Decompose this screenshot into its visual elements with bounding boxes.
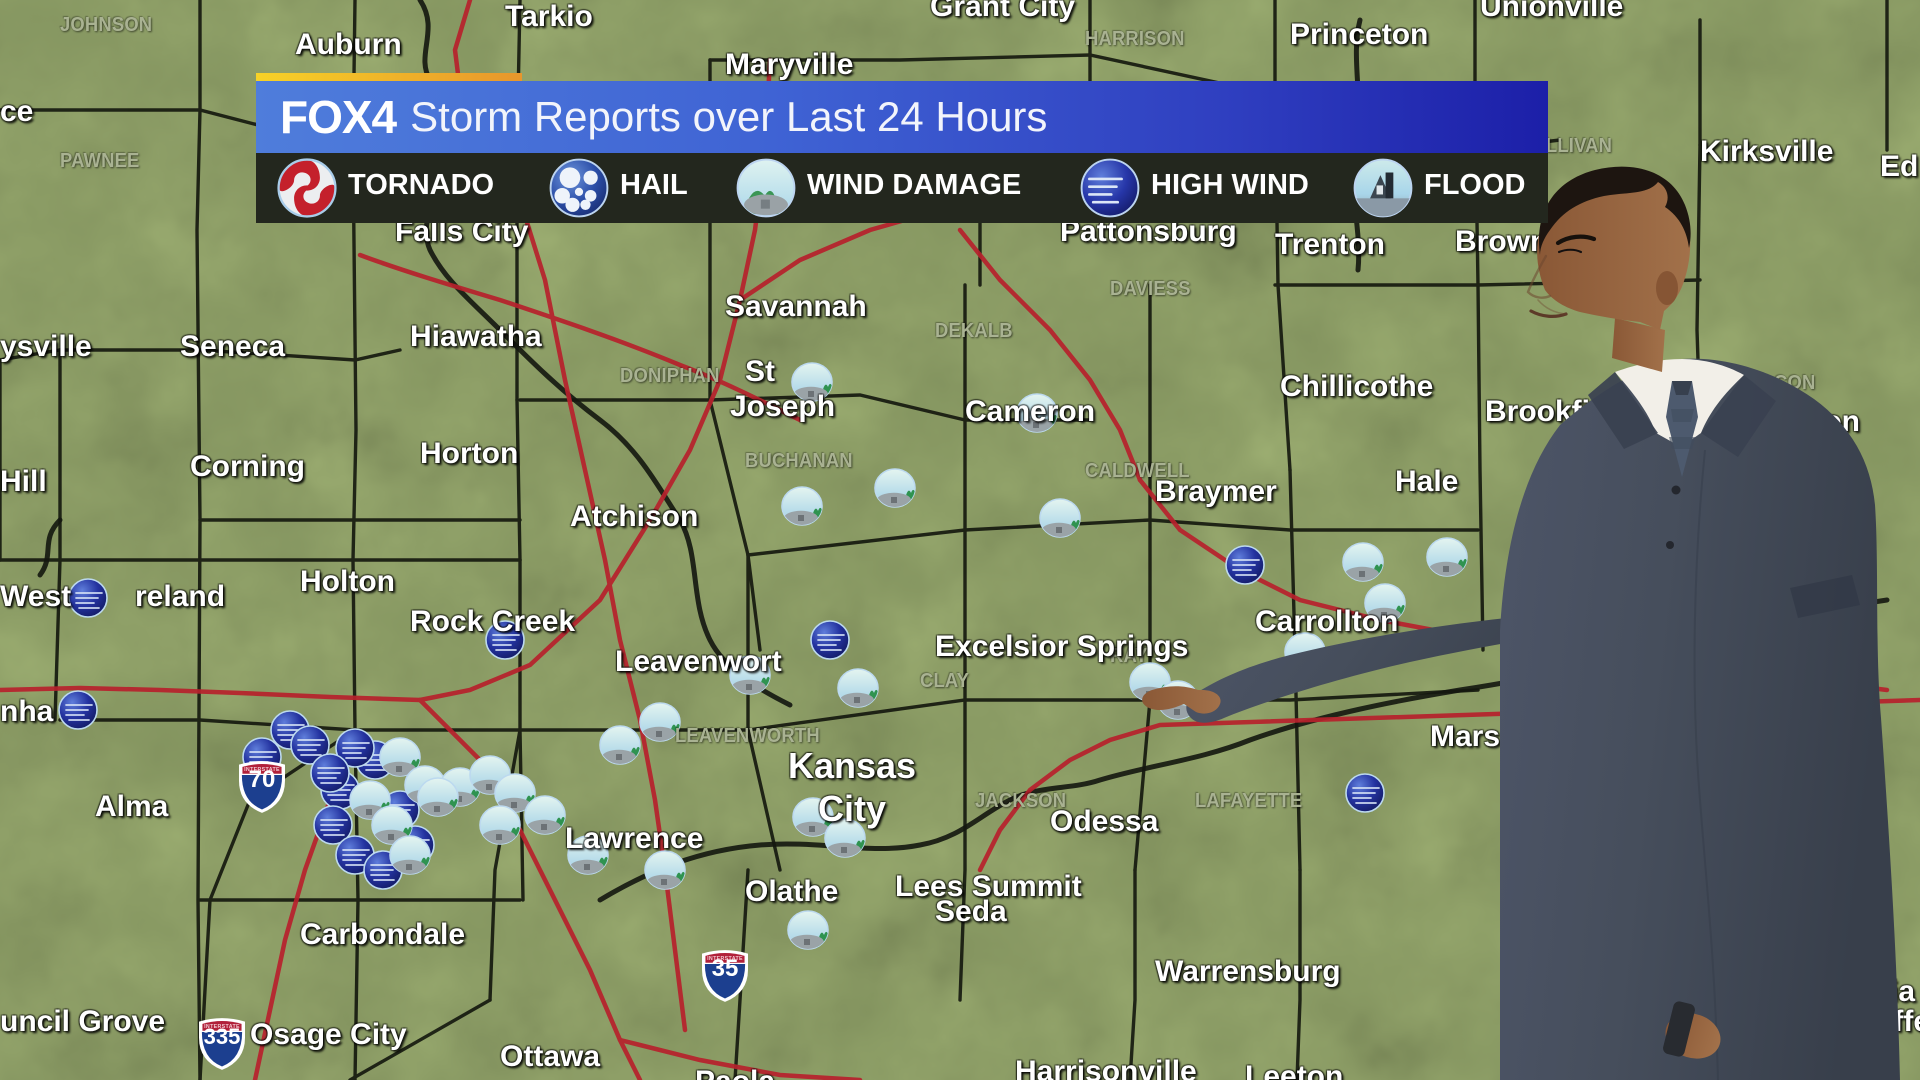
svg-text:335: 335	[204, 1024, 241, 1049]
svg-text:35: 35	[712, 955, 739, 982]
svg-text:70: 70	[249, 766, 276, 793]
